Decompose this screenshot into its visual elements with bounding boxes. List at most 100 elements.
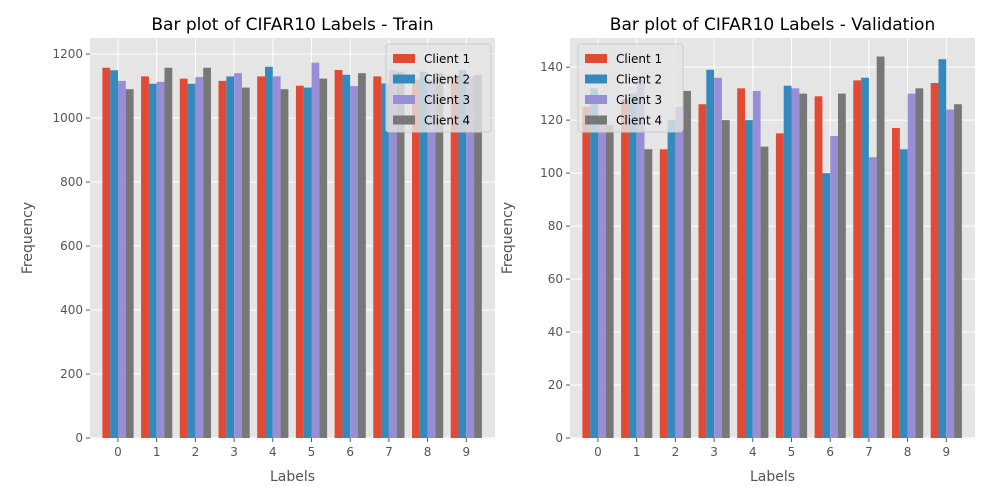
bar-client-3-label-3 xyxy=(234,73,242,438)
bar-client-2-label-2 xyxy=(187,83,196,438)
legend-entry: Client 1 xyxy=(424,52,470,66)
bar-client-1-label-2 xyxy=(179,78,188,438)
y-tick-label: 120 xyxy=(540,113,563,127)
legend-entry: Client 1 xyxy=(616,52,662,66)
x-tick-label: 1 xyxy=(153,445,161,459)
x-tick-label: 2 xyxy=(672,445,680,459)
bar-client-3-label-7 xyxy=(868,157,877,438)
bar-client-2-label-6 xyxy=(822,173,831,438)
chart-1: 0 20 40 60 80 100 120 140 0 1 2 3 4 5 6 7 8 9 Bar plot of … xyxy=(500,15,975,485)
bar-client-4-label-0 xyxy=(605,125,614,439)
x-tick-label: 8 xyxy=(424,445,432,459)
bar-client-1-label-1 xyxy=(621,98,629,439)
bar-client-1-label-9 xyxy=(450,78,459,438)
y-tick-label: 1200 xyxy=(52,47,83,61)
legend-swatch xyxy=(393,115,415,125)
bar-client-3-label-5 xyxy=(791,88,800,438)
bar-client-4-label-7 xyxy=(876,56,885,438)
y-tick-label: 140 xyxy=(540,60,563,74)
bar-client-2-label-3 xyxy=(226,76,235,439)
x-tick-label: 0 xyxy=(114,445,122,459)
bar-client-1-label-7 xyxy=(373,76,382,439)
y-tick-label: 40 xyxy=(548,325,563,339)
x-tick-label: 2 xyxy=(192,445,200,459)
bar-client-2-label-1 xyxy=(148,83,157,438)
bar-client-3-label-6 xyxy=(830,136,838,438)
bar-client-2-label-2 xyxy=(667,120,676,439)
bar-client-2-label-7 xyxy=(381,83,389,438)
bar-client-2-label-6 xyxy=(342,74,351,439)
x-tick-label: 3 xyxy=(710,445,718,459)
legend-box xyxy=(577,43,684,133)
bar-client-1-label-8 xyxy=(412,79,420,438)
legend-entry: Client 3 xyxy=(616,93,662,107)
y-tick-label: 60 xyxy=(548,272,563,286)
bar-client-4-label-3 xyxy=(721,120,730,439)
bar-client-3-label-5 xyxy=(311,62,320,438)
bar-client-1-label-0 xyxy=(582,106,591,439)
bar-client-2-label-0 xyxy=(110,70,118,438)
y-tick-label: 80 xyxy=(548,219,563,233)
x-tick-label: 7 xyxy=(865,445,873,459)
bar-client-4-label-0 xyxy=(125,89,134,438)
bar-client-3-label-2 xyxy=(675,106,684,439)
chart-0: 0 200 400 600 800 1000 1200 0 1 2 3 4 5 6 7 8 9 Bar plot … xyxy=(20,15,495,485)
bar-client-1-label-3 xyxy=(698,104,707,438)
legend-swatch xyxy=(585,54,607,63)
y-tick-label: 400 xyxy=(60,303,83,317)
bar-client-2-label-8 xyxy=(899,149,908,438)
bar-client-4-label-1 xyxy=(644,149,653,438)
bar-client-4-label-6 xyxy=(838,93,846,438)
chart-title: Bar plot of CIFAR10 Labels - Validation xyxy=(610,15,935,35)
legend-box xyxy=(385,43,492,133)
bar-client-1-label-6 xyxy=(814,96,823,438)
bar-client-3-label-8 xyxy=(427,79,436,438)
y-tick-label: 0 xyxy=(75,431,83,445)
bar-client-1-label-2 xyxy=(659,149,668,438)
x-axis-label: Labels xyxy=(750,469,795,485)
bar-client-4-label-2 xyxy=(203,67,211,438)
bar-client-3-label-2 xyxy=(195,77,204,438)
bar-client-4-label-4 xyxy=(280,89,289,438)
bar-client-3-label-1 xyxy=(636,80,645,438)
bar-client-3-label-3 xyxy=(714,77,722,439)
x-tick-label: 9 xyxy=(942,445,950,459)
bar-client-4-label-8 xyxy=(915,88,924,438)
bar-client-2-label-5 xyxy=(783,85,792,439)
legend-entry: Client 2 xyxy=(424,73,470,87)
x-tick-label: 4 xyxy=(749,445,757,459)
legend-entry: Client 2 xyxy=(616,73,662,87)
y-tick-label: 20 xyxy=(548,378,563,392)
bar-client-1-label-5 xyxy=(775,133,784,439)
legend-swatch xyxy=(393,54,415,63)
bar-client-1-label-4 xyxy=(737,88,745,438)
bar-client-2-label-0 xyxy=(590,88,598,438)
bar-client-4-label-4 xyxy=(760,146,769,439)
bar-client-1-label-6 xyxy=(334,70,343,438)
bar-client-2-label-8 xyxy=(419,71,428,438)
bar-client-2-label-9 xyxy=(938,59,947,438)
y-tick-label: 1000 xyxy=(52,111,83,125)
y-tick-label: 600 xyxy=(60,239,83,253)
x-tick-label: 4 xyxy=(269,445,277,459)
bar-client-4-label-8 xyxy=(435,73,444,438)
bar-client-4-label-5 xyxy=(799,93,808,438)
bar-client-1-label-0 xyxy=(102,67,111,438)
legend-entry: Client 4 xyxy=(424,114,470,128)
legend-entry: Client 4 xyxy=(616,114,662,128)
bar-client-4-label-9 xyxy=(954,104,962,438)
legend-swatch xyxy=(585,74,607,84)
bar-client-4-label-7 xyxy=(396,71,405,438)
bar-client-4-label-3 xyxy=(241,87,250,438)
bar-client-4-label-6 xyxy=(358,73,366,438)
bar-client-3-label-9 xyxy=(946,109,955,439)
bar-client-1-label-7 xyxy=(853,80,862,438)
x-tick-label: 0 xyxy=(594,445,602,459)
bar-client-4-label-5 xyxy=(319,78,328,438)
bar-client-1-label-9 xyxy=(930,83,939,438)
legend-entry: Client 3 xyxy=(424,93,470,107)
legend-swatch xyxy=(585,95,607,104)
x-tick-label: 5 xyxy=(308,445,316,459)
bar-client-2-label-3 xyxy=(706,69,715,438)
